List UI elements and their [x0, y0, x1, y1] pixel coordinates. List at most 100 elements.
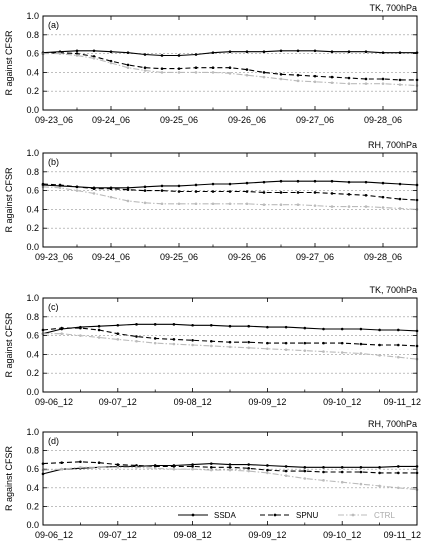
data-point-ssda: [97, 324, 101, 328]
data-point-ctrl: [75, 54, 79, 57]
panel-label: (c): [48, 302, 59, 312]
data-point-ctrl: [340, 351, 344, 354]
data-point-spnu: [58, 183, 62, 187]
data-point-spnu: [143, 66, 147, 69]
x-tick-label: 09-11_12: [384, 397, 421, 407]
x-tick-label: 09-28_06: [364, 252, 402, 262]
data-point-ssda: [347, 180, 351, 184]
data-point-ssda: [177, 54, 181, 57]
data-point-ctrl: [284, 348, 288, 352]
chart-title: TK, 700hPa: [369, 3, 417, 13]
x-tick-label: 09-10_12: [323, 397, 361, 407]
data-point-ssda: [160, 54, 164, 57]
data-point-ssda: [398, 182, 402, 186]
data-point-ssda: [313, 49, 317, 53]
data-point-ssda: [245, 50, 249, 54]
data-point-ctrl: [313, 80, 317, 84]
data-point-ctrl: [284, 474, 288, 478]
series-line-spnu: [42, 52, 417, 81]
data-point-ssda: [266, 464, 269, 467]
data-point-ssda: [211, 51, 215, 54]
x-tick-label: 09-26_06: [228, 115, 266, 125]
data-point-ssda: [75, 49, 79, 53]
data-point-ctrl: [172, 467, 176, 471]
data-point-ssda: [398, 51, 402, 54]
data-point-ctrl: [172, 342, 176, 346]
data-point-ctrl: [135, 466, 138, 469]
data-point-ctrl: [398, 83, 402, 86]
data-point-ctrl: [153, 341, 157, 345]
data-point-spnu: [126, 188, 130, 191]
x-tick-label: 09-10_12: [323, 530, 361, 540]
y-tick-label: 0.6: [26, 464, 39, 474]
data-point-spnu: [262, 71, 266, 74]
data-point-spnu: [210, 466, 213, 469]
data-point-spnu: [177, 67, 181, 70]
data-point-ssda: [143, 185, 147, 189]
data-point-spnu: [381, 195, 385, 199]
data-point-spnu: [191, 465, 194, 468]
y-tick-label: 0.0: [26, 242, 39, 252]
data-point-spnu: [92, 55, 96, 58]
data-point-ctrl: [160, 71, 164, 74]
legend-marker: [191, 513, 195, 517]
y-tick-label: 0.8: [26, 167, 39, 177]
data-point-ctrl: [279, 77, 283, 81]
y-tick-label: 0.4: [26, 349, 39, 359]
data-point-ctrl: [177, 202, 181, 206]
data-point-ssda: [397, 328, 400, 332]
data-point-spnu: [340, 341, 344, 345]
legend-label-ctrl: CTRL: [374, 511, 395, 520]
data-point-ctrl: [60, 332, 63, 336]
legend-label-spnu: SPNU: [296, 511, 318, 520]
x-tick-label: 09-27_06: [296, 252, 334, 262]
x-tick-label: 09-23_06: [35, 115, 73, 125]
data-point-spnu: [79, 460, 82, 464]
plot-frame: [42, 431, 418, 526]
data-point-ctrl: [143, 201, 147, 205]
series-line-ctrl: [42, 186, 418, 210]
data-point-ctrl: [296, 79, 300, 83]
data-point-ssda: [228, 463, 232, 466]
data-point-spnu: [177, 190, 181, 193]
y-axis-label: R against CFSR: [4, 445, 14, 511]
data-point-ctrl: [92, 192, 96, 195]
data-point-ssda: [313, 179, 317, 183]
data-point-spnu: [191, 339, 194, 342]
data-point-ctrl: [79, 466, 82, 469]
data-point-ssda: [126, 51, 130, 54]
data-point-spnu: [279, 191, 283, 194]
data-point-ssda: [116, 323, 120, 327]
x-tick-label: 09-11_12: [384, 530, 421, 540]
data-point-ctrl: [245, 73, 249, 77]
chart-title: TK, 700hPa: [369, 285, 417, 295]
data-point-spnu: [398, 197, 402, 201]
data-point-spnu: [172, 338, 176, 341]
data-point-ssda: [279, 179, 283, 183]
data-point-ssda: [211, 182, 215, 186]
data-point-ssda: [194, 53, 198, 56]
data-point-spnu: [75, 52, 79, 55]
x-tick-label: 09-25_06: [160, 252, 198, 262]
data-point-ctrl: [126, 66, 130, 69]
data-point-ctrl: [364, 205, 368, 208]
data-point-ssda: [330, 179, 334, 183]
data-point-spnu: [330, 75, 334, 79]
data-point-spnu: [194, 66, 198, 69]
data-point-spnu: [247, 466, 250, 470]
data-point-ctrl: [322, 350, 325, 353]
data-point-spnu: [347, 76, 351, 80]
data-point-ssda: [191, 463, 194, 466]
data-point-spnu: [160, 189, 164, 192]
data-point-spnu: [97, 461, 101, 464]
x-tick-label: 09-27_06: [296, 115, 334, 125]
data-point-spnu: [135, 464, 138, 467]
data-point-ctrl: [135, 339, 138, 343]
data-point-spnu: [364, 77, 368, 81]
data-point-ssda: [364, 180, 368, 184]
data-point-spnu: [262, 191, 266, 194]
data-point-ctrl: [211, 71, 215, 74]
y-tick-label: 0.0: [26, 105, 39, 115]
chart-title: RH, 700hPa: [368, 419, 417, 429]
